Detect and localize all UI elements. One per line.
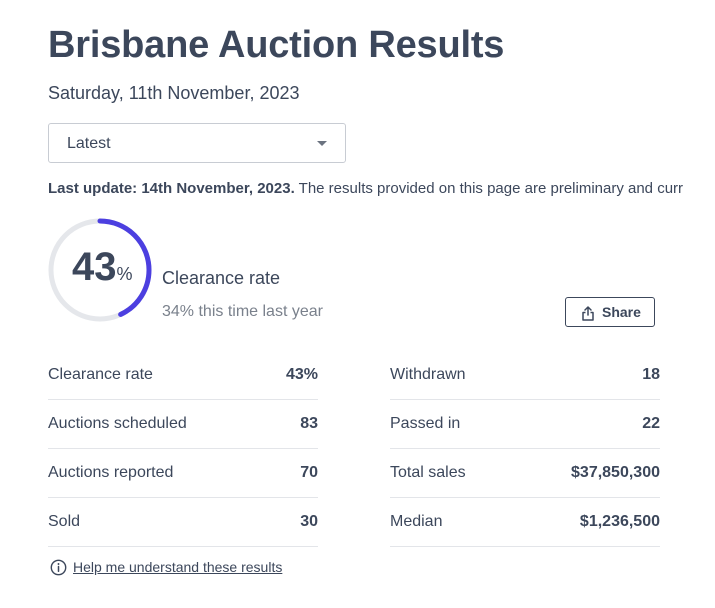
clearance-rate-label: Clearance rate	[162, 268, 281, 288]
stat-label: Clearance rate	[48, 366, 153, 383]
stat-value: 70	[300, 464, 318, 481]
stats-table-left: Clearance rate 43% Auctions scheduled 83…	[48, 351, 318, 547]
stat-value: $1,236,500	[579, 513, 660, 530]
stats-table-right: Withdrawn 18 Passed in 22 Total sales $3…	[390, 351, 660, 547]
stat-row: Withdrawn 18	[390, 351, 660, 400]
stat-row: Auctions reported 70	[48, 449, 318, 498]
stat-value: 18	[642, 366, 660, 383]
stat-row: Total sales $37,850,300	[390, 449, 660, 498]
last-update-note: Last update: 14th November, 2023. The re…	[48, 180, 715, 197]
chevron-down-icon	[317, 141, 327, 146]
stat-value: $37,850,300	[571, 464, 660, 481]
info-icon	[50, 559, 67, 581]
stat-value: 43%	[285, 366, 318, 383]
stat-label: Auctions reported	[48, 464, 174, 481]
share-icon	[581, 306, 595, 326]
stat-label: Passed in	[390, 415, 461, 432]
clearance-value-unit: %	[116, 264, 133, 284]
stat-row: Passed in 22	[390, 400, 660, 449]
auction-date: Saturday, 11th November, 2023	[48, 83, 300, 103]
clearance-rate-ring: 43%	[48, 218, 152, 322]
auction-results-page: Brisbane Auction Results Saturday, 11th …	[48, 0, 715, 608]
share-button[interactable]: Share	[565, 297, 655, 327]
help-link-label[interactable]: Help me understand these results	[73, 559, 283, 575]
clearance-rate-value: 43%	[72, 247, 133, 294]
stat-value: 22	[642, 415, 660, 432]
stat-value: 83	[300, 415, 318, 432]
stat-label: Median	[390, 513, 443, 530]
stat-value: 30	[300, 513, 318, 530]
stat-label: Withdrawn	[390, 366, 466, 383]
results-period-select[interactable]: Latest	[48, 123, 346, 163]
clearance-ring-graphic	[48, 218, 152, 322]
stat-row: Median $1,236,500	[390, 498, 660, 547]
stat-label: Auctions scheduled	[48, 415, 187, 432]
select-value: Latest	[67, 135, 111, 152]
share-label: Share	[602, 304, 641, 320]
last-update-label: Last update: 14th November, 2023.	[48, 180, 295, 197]
ring-progress	[48, 218, 152, 322]
last-update-text: The results provided on this page are pr…	[294, 180, 684, 197]
clearance-last-year: 34% this time last year	[162, 303, 323, 320]
clearance-value-number: 43	[72, 245, 117, 289]
stat-label: Sold	[48, 513, 81, 530]
page-title: Brisbane Auction Results	[48, 24, 505, 66]
stat-row: Clearance rate 43%	[48, 351, 318, 400]
stat-label: Total sales	[390, 464, 466, 481]
stat-row: Auctions scheduled 83	[48, 400, 318, 449]
stat-row: Sold 30	[48, 498, 318, 547]
